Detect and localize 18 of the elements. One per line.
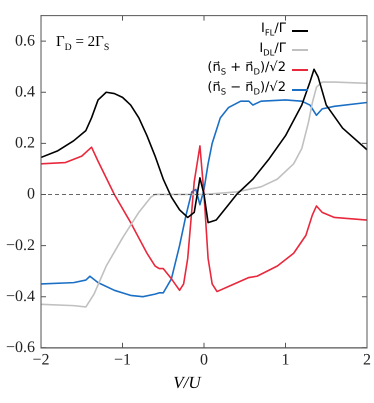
x-tick-label: 2	[363, 352, 371, 369]
x-tick-label: 1	[282, 352, 290, 369]
y-tick-label: 0	[27, 186, 36, 203]
legend-label: (n⃗$_{S}$ − n⃗$_{D}$)/√2	[207, 80, 286, 98]
y-tick-label: −0.4	[6, 288, 36, 305]
x-tick-label: 0	[200, 352, 208, 369]
y-tick-label: −0.6	[6, 339, 36, 356]
x-tick-label: −1	[114, 352, 132, 369]
y-tick-label: 0.6	[15, 32, 36, 50]
y-tick-label: 0.4	[15, 83, 36, 100]
legend-label: I$_{DL}$/Γ	[259, 40, 286, 60]
y-tick-label: −0.2	[6, 236, 36, 254]
annotation: Γ$_{D}$ = 2Γ$_{S}$	[56, 34, 110, 53]
y-tick-label: 0.2	[15, 134, 36, 152]
legend-label: I$_{FL}$/Γ	[260, 21, 286, 40]
x-axis-title: V/U	[172, 373, 202, 393]
legend-label: (n⃗$_{S}$ + n⃗$_{D}$)/√2	[207, 60, 286, 79]
x-tick-label: −2	[32, 352, 50, 369]
